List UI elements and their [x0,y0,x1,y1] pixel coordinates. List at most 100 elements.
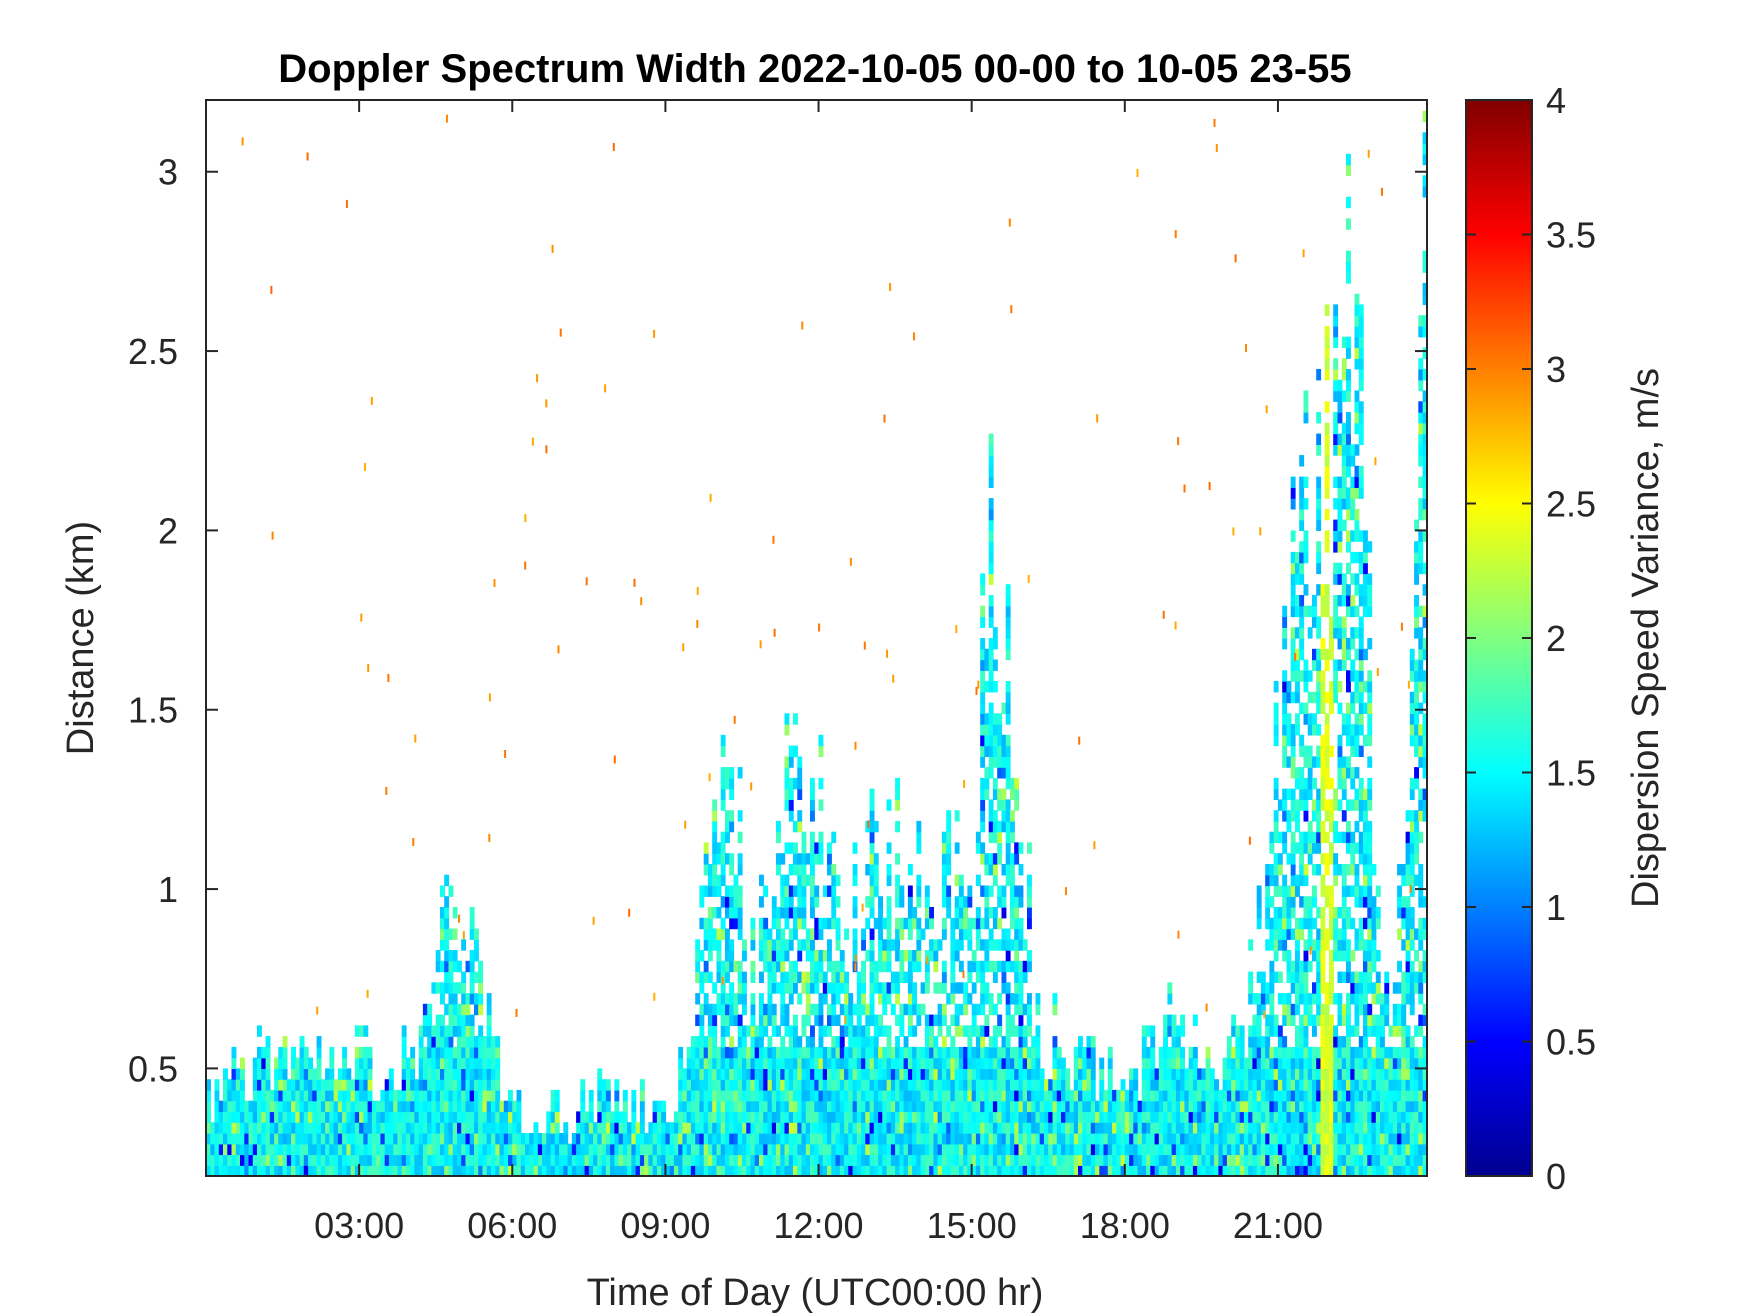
heatmap-cell [1295,1133,1300,1145]
heatmap-cell [780,1100,786,1113]
heatmap-cell [1346,864,1351,876]
heatmap-cell [1010,1133,1015,1145]
heatmap-cell [1035,1068,1041,1080]
heatmap-cell [1056,1122,1062,1134]
heatmap-cell [1112,1165,1117,1176]
heatmap-cell [771,939,777,951]
heatmap-cell [1235,1079,1241,1091]
heatmap-cell [1303,551,1309,564]
heatmap-cell [1350,724,1356,736]
heatmap-cell [269,1133,275,1145]
heatmap-cell [1035,1036,1041,1048]
heatmap-cell [1341,1100,1347,1113]
heatmap-cell [1269,1133,1275,1145]
heatmap-cell [805,1122,811,1134]
heatmap-cell [1073,1089,1079,1102]
heatmap-cell [371,1122,377,1134]
heatmap-cell [886,1133,892,1145]
heatmap-cell [1222,1165,1228,1176]
heatmap-cell [682,1068,688,1080]
heatmap-cell [359,1111,364,1123]
heatmap-cell [729,820,735,833]
heatmap-cell [1163,1036,1168,1048]
heatmap-cell [469,950,475,962]
heatmap-cell [235,1133,241,1145]
heatmap-cell [1154,1089,1160,1102]
heatmap-cell [1333,1079,1339,1091]
heatmap-cell [1303,993,1309,1005]
heatmap-cell [946,1079,952,1091]
heatmap-cell [474,950,479,962]
heatmap-cell [912,1133,917,1145]
heatmap-cell [920,1057,926,1069]
heatmap-cell [699,917,705,930]
heatmap-cell [759,950,764,962]
heatmap-cell [818,1154,824,1166]
heatmap-cell [410,1143,416,1156]
heatmap-cell [1044,1154,1049,1166]
heatmap-cell [1312,1046,1317,1059]
heatmap-cell [1099,1111,1105,1123]
heatmap-cell [1282,713,1288,725]
heatmap-cell [784,1122,790,1134]
heatmap-cell [788,928,794,940]
heatmap-cell [844,971,849,983]
heatmap-cell [835,1089,841,1102]
heatmap-cell [1367,1003,1373,1016]
heatmap-cell [1086,1122,1092,1134]
heatmap-cell [907,950,913,962]
heatmap-cell [1354,1143,1360,1156]
heatmap-cell [1014,993,1020,1005]
heatmap-cell [1324,659,1330,671]
heatmap-cell [759,1046,764,1059]
heatmap-cell [852,1025,858,1037]
heatmap-cell [486,993,492,1005]
heatmap-cell [529,1154,535,1166]
heatmap-cell [1005,1068,1011,1080]
heatmap-cell [682,1089,688,1102]
heatmap-cell [1018,971,1024,983]
heatmap-cell [988,939,994,951]
heatmap-cell [1107,1165,1113,1176]
heatmap-cell [1116,1165,1122,1176]
heatmap-cell [725,1165,730,1176]
heatmap-cell [303,1122,309,1134]
heatmap-cell [946,1046,952,1059]
heatmap-cell [903,1089,909,1102]
heatmap-cell [1090,1057,1096,1069]
heatmap-cell [1273,907,1279,919]
heatmap-cell [1341,476,1347,488]
heatmap-cell [924,982,930,994]
heatmap-cell [742,1122,747,1134]
heatmap-cell [1192,1143,1198,1156]
heatmap-cell [797,1133,803,1145]
heatmap-cell [975,971,981,983]
heatmap-cell [750,1068,756,1080]
heatmap-cell [878,1165,883,1176]
heatmap-cell [1107,1154,1113,1166]
heatmap-cell [678,1046,684,1059]
heatmap-cell [912,1046,917,1059]
heatmap-cell [1107,1079,1113,1091]
heatmap-cell [831,885,837,897]
heatmap-cell [678,1133,684,1145]
heatmap-cell [1277,1100,1283,1113]
heatmap-cell [1363,820,1368,833]
heatmap-cell [427,1079,433,1091]
heatmap-cell [1061,1122,1066,1134]
heatmap-cell [1333,1111,1339,1123]
heatmap-cell [422,1122,428,1134]
heatmap-cell [1141,1068,1147,1080]
heatmap-cell [465,1143,471,1156]
heatmap-cell [861,1068,866,1080]
heatmap-cell [1022,1057,1028,1069]
heatmap-cell [1188,1154,1194,1166]
heatmap-cell [1256,1122,1262,1134]
heatmap-cell [1290,734,1296,747]
heatmap-cell [486,1111,492,1123]
heatmap-cell [707,950,713,962]
heatmap-cell [1320,1068,1326,1080]
heatmap-cell [1154,1154,1160,1166]
heatmap-cell [1316,648,1322,661]
heatmap-cell [444,1111,450,1123]
